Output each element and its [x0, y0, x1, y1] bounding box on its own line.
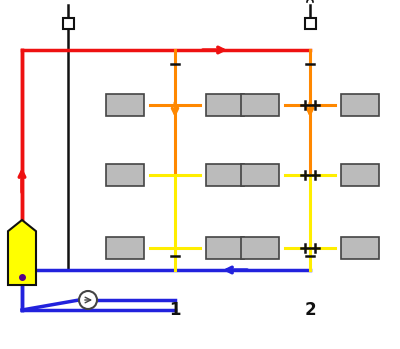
Bar [341, 237, 379, 259]
Text: 1: 1 [169, 301, 181, 319]
Bar [241, 237, 279, 259]
Bar [106, 94, 144, 116]
Bar [206, 164, 244, 186]
Bar [106, 164, 144, 186]
Bar [241, 164, 279, 186]
Bar [206, 94, 244, 116]
Bar [206, 237, 244, 259]
Polygon shape [8, 220, 36, 285]
Bar [341, 94, 379, 116]
Circle shape [79, 291, 97, 309]
Bar [304, 18, 316, 29]
Bar [241, 94, 279, 116]
Bar [341, 164, 379, 186]
Text: 2: 2 [304, 301, 316, 319]
Bar [62, 18, 74, 29]
Bar [106, 237, 144, 259]
